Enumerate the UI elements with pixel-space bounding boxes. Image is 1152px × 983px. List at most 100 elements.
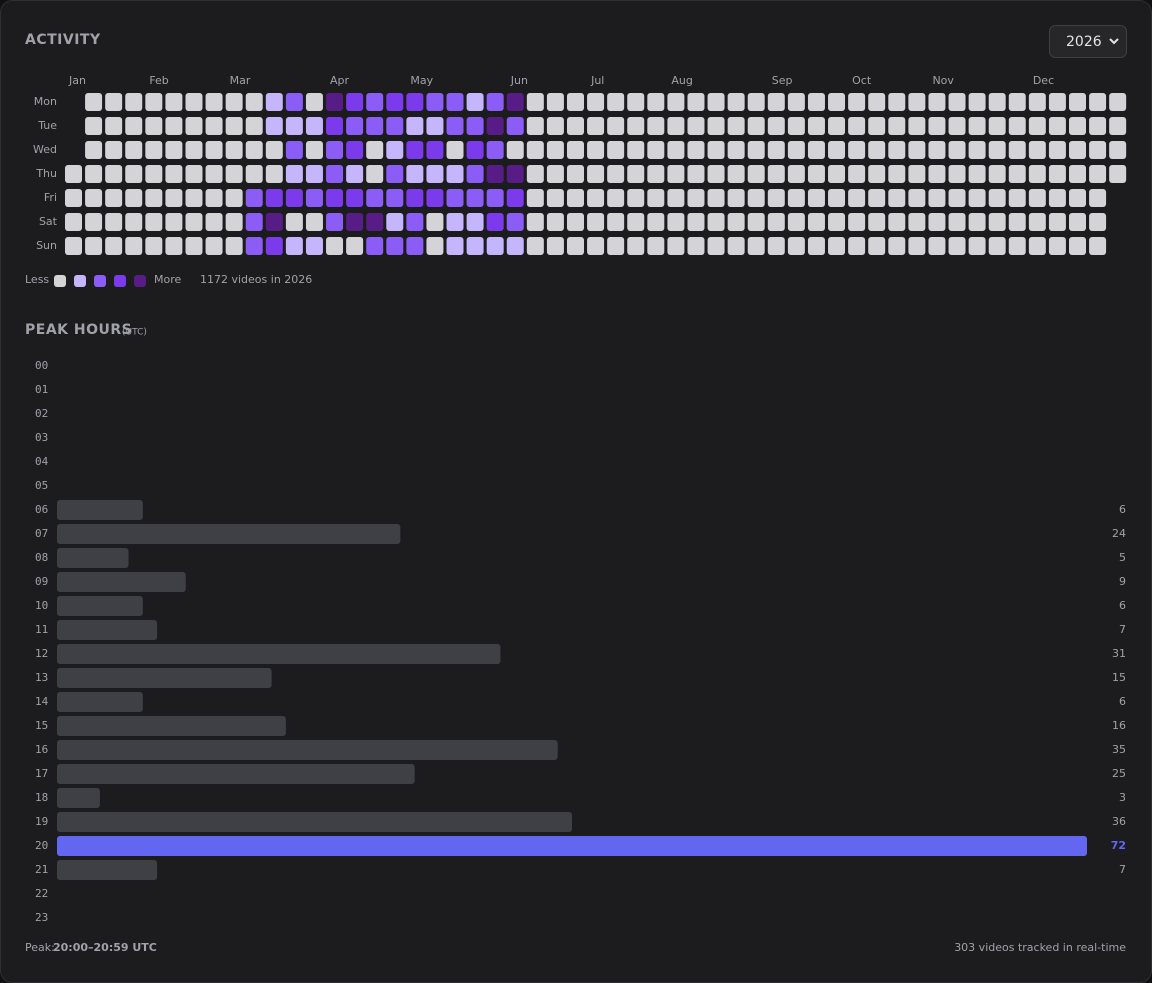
heat-cell: [1048, 237, 1066, 255]
heat-cell: [567, 189, 584, 207]
heat-cell: [647, 189, 665, 207]
heat-cell: [406, 189, 424, 207]
heat-cell: [1028, 93, 1046, 111]
month-label: Mar: [230, 74, 251, 87]
tracked: 303 videos tracked in real-time: [954, 941, 1126, 954]
heat-cell: [506, 141, 524, 159]
month-label: Dec: [1033, 74, 1054, 87]
heat-cell: [85, 213, 103, 231]
heat-cell: [366, 213, 384, 231]
heat-cell: [165, 117, 183, 135]
heat-cell: [707, 165, 725, 183]
heat-cell: [85, 237, 103, 255]
heat-cell: [506, 189, 524, 207]
heat-cell: [828, 237, 846, 255]
hour-label: 11: [35, 623, 48, 636]
heat-cell: [567, 117, 584, 135]
heat-cell: [727, 237, 745, 255]
heat-cell: [647, 165, 665, 183]
heat-cell: [386, 189, 404, 207]
heat-cell: [245, 117, 263, 135]
day-label: Wed: [33, 143, 57, 156]
heat-cell: [205, 141, 223, 159]
heat-cell: [1008, 117, 1026, 135]
heat-cell: [828, 213, 846, 231]
heat-cell: [105, 117, 123, 135]
heat-cell: [486, 141, 504, 159]
heat-cell: [546, 93, 564, 111]
heat-cell: [1028, 213, 1046, 231]
heat-cell: [65, 213, 82, 231]
heat-cell: [1089, 117, 1107, 135]
heat-cell: [1089, 189, 1107, 207]
heat-cell: [386, 213, 404, 231]
heat-cell: [225, 237, 243, 255]
heat-cell: [807, 165, 825, 183]
heat-cell: [767, 189, 785, 207]
heat-cell: [145, 93, 163, 111]
heat-cell: [868, 141, 886, 159]
day-label: Fri: [44, 191, 57, 204]
heat-cell: [185, 213, 203, 231]
heat-cell: [426, 213, 444, 231]
heat-cell: [988, 117, 1006, 135]
summary: 1172 videos in 2026: [200, 273, 312, 286]
heat-cell: [386, 165, 404, 183]
hour-label: 14: [35, 695, 49, 708]
heat-cell: [928, 117, 946, 135]
heat-cell: [567, 213, 584, 231]
heat-cell: [466, 141, 484, 159]
heat-cell: [125, 165, 143, 183]
heat-cell: [85, 93, 103, 111]
hour-bar: [57, 524, 401, 544]
hour-bar: [57, 692, 143, 712]
heat-cell: [125, 93, 143, 111]
heat-cell: [587, 237, 605, 255]
heat-cell: [607, 213, 625, 231]
day-label: Sun: [36, 239, 57, 252]
heat-cell: [526, 117, 544, 135]
heat-cell: [868, 165, 886, 183]
hour-label: 10: [35, 599, 48, 612]
hour-label: 00: [35, 359, 48, 372]
heat-cell: [707, 237, 725, 255]
year-select[interactable]: 2026: [1049, 25, 1127, 58]
heat-cell: [687, 141, 705, 159]
heat-cell: [305, 189, 323, 207]
heat-cell: [366, 141, 384, 159]
heat-cell: [506, 213, 524, 231]
heat-cell: [205, 165, 223, 183]
peak-label: Peak:: [25, 941, 55, 954]
heat-cell: [687, 213, 705, 231]
heat-cell: [506, 117, 524, 135]
heat-cell: [567, 141, 584, 159]
hour-label: 18: [35, 791, 48, 804]
select-value[interactable]: 2026: [1066, 34, 1102, 50]
heat-cell: [145, 213, 163, 231]
heat-cell: [687, 237, 705, 255]
heat-cell: [285, 213, 303, 231]
hour-bar: [57, 860, 158, 880]
hour-label: 23: [35, 911, 48, 924]
heat-cell: [245, 237, 263, 255]
heat-cell: [968, 189, 986, 207]
heat-cell: [165, 141, 183, 159]
heat-cell: [667, 237, 685, 255]
heat-cell: [928, 93, 946, 111]
heat-cell: [245, 165, 263, 183]
select-box[interactable]: [1049, 25, 1127, 58]
heat-cell: [767, 165, 785, 183]
heat-cell: [848, 189, 866, 207]
hour-bar: [57, 548, 129, 568]
heat-cell: [707, 189, 725, 207]
heat-cell: [546, 141, 564, 159]
heat-cell: [627, 117, 645, 135]
heat-cell: [888, 117, 906, 135]
heat-cell: [546, 213, 564, 231]
legend-swatch: [114, 275, 126, 287]
heat-cell: [1089, 213, 1107, 231]
heat-cell: [546, 165, 564, 183]
heat-cell: [607, 93, 625, 111]
heat-cell: [326, 117, 344, 135]
heat-cell: [346, 165, 364, 183]
